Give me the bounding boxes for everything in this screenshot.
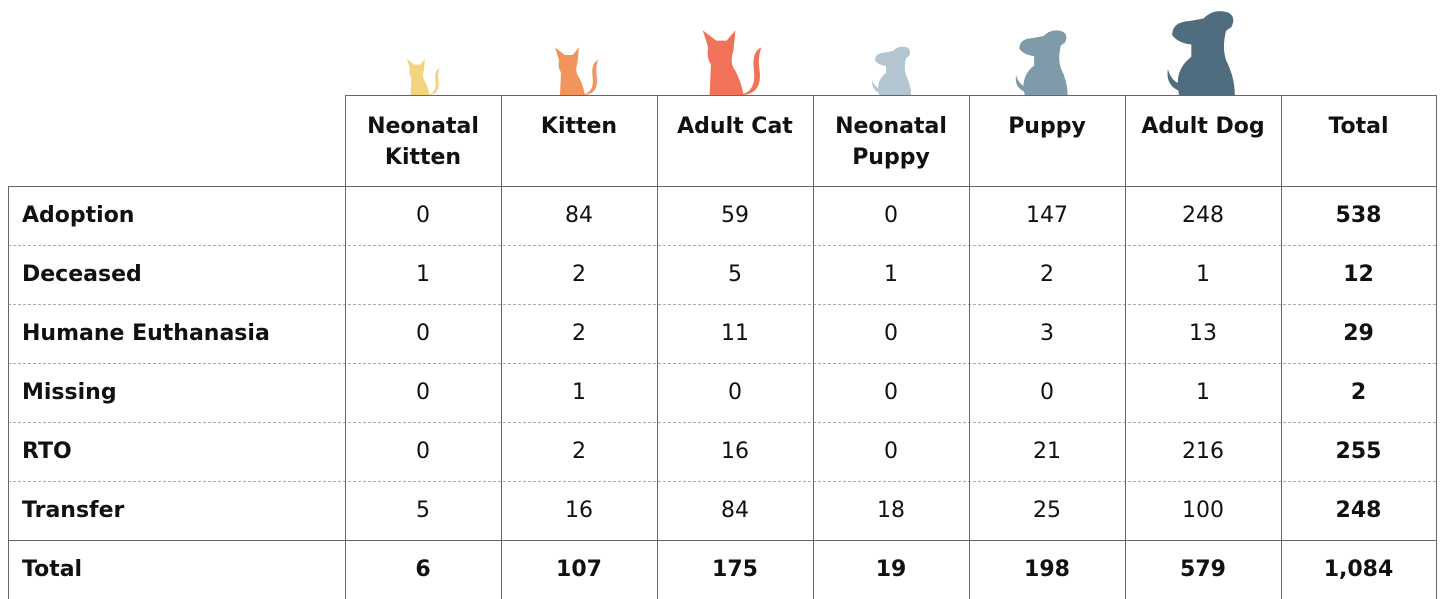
animal-icons bbox=[406, 11, 1235, 96]
value-cell: 216 bbox=[1182, 439, 1224, 464]
row-total: 12 bbox=[1343, 262, 1374, 287]
row-total: 1,084 bbox=[1323, 557, 1394, 582]
value-cell: 2 bbox=[572, 262, 586, 287]
column-border bbox=[1436, 95, 1437, 599]
column-total: 19 bbox=[875, 557, 907, 582]
value-cell: 84 bbox=[565, 203, 593, 228]
column-border bbox=[501, 95, 502, 599]
value-cell: 25 bbox=[1033, 498, 1061, 523]
column-border bbox=[813, 95, 814, 599]
value-cell: 21 bbox=[1033, 439, 1061, 464]
neonatal-kitten-icon bbox=[406, 58, 440, 95]
column-header: Neonatal Kitten bbox=[367, 114, 479, 170]
header-top-border bbox=[345, 95, 1436, 96]
value-cell: 3 bbox=[1040, 321, 1054, 346]
row-separator bbox=[8, 363, 1436, 364]
value-cell: 5 bbox=[728, 262, 742, 287]
value-cell: 16 bbox=[565, 498, 593, 523]
row-label: Humane Euthanasia bbox=[22, 321, 270, 346]
row-label: Total bbox=[22, 557, 83, 582]
column-border bbox=[345, 95, 346, 599]
column-border bbox=[657, 95, 658, 599]
value-cell: 100 bbox=[1182, 498, 1224, 523]
value-cell: 0 bbox=[884, 380, 898, 405]
row-separator bbox=[8, 481, 1436, 482]
column-border bbox=[8, 186, 9, 599]
row-label: Adoption bbox=[22, 203, 135, 228]
value-cell: 1 bbox=[416, 262, 430, 287]
value-cell: 0 bbox=[416, 439, 430, 464]
adult-cat-icon bbox=[702, 30, 762, 95]
row-total: 29 bbox=[1343, 321, 1374, 346]
value-cell: 1 bbox=[572, 380, 586, 405]
value-cell: 0 bbox=[1040, 380, 1054, 405]
value-cell: 0 bbox=[884, 439, 898, 464]
row-separator bbox=[8, 540, 1436, 541]
value-cell: 0 bbox=[728, 380, 742, 405]
header-bottom-border bbox=[8, 186, 1436, 187]
column-total: 6 bbox=[415, 557, 431, 582]
row-label: RTO bbox=[22, 439, 72, 464]
row-label: Missing bbox=[22, 380, 117, 405]
value-cell: 59 bbox=[721, 203, 749, 228]
column-header: Kitten bbox=[540, 114, 618, 139]
column-header: Neonatal Puppy bbox=[835, 114, 947, 170]
value-cell: 0 bbox=[416, 203, 430, 228]
value-cell: 248 bbox=[1182, 203, 1224, 228]
column-border bbox=[1281, 95, 1282, 599]
value-cell: 84 bbox=[721, 498, 749, 523]
column-total: 198 bbox=[1024, 557, 1070, 582]
value-cell: 147 bbox=[1026, 203, 1068, 228]
value-cell: 0 bbox=[416, 380, 430, 405]
row-label: Transfer bbox=[22, 498, 125, 523]
row-total: 2 bbox=[1350, 380, 1367, 405]
value-cell: 1 bbox=[1196, 262, 1210, 287]
row-separator bbox=[8, 422, 1436, 423]
row-separator bbox=[8, 245, 1436, 246]
column-border bbox=[1125, 95, 1126, 599]
value-cell: 0 bbox=[884, 321, 898, 346]
value-cell: 1 bbox=[884, 262, 898, 287]
column-total: 175 bbox=[712, 557, 758, 582]
row-total: 255 bbox=[1335, 439, 1382, 464]
value-cell: 16 bbox=[721, 439, 749, 464]
value-cell: 2 bbox=[572, 321, 586, 346]
value-cell: 11 bbox=[721, 321, 749, 346]
kitten-icon bbox=[555, 47, 598, 95]
column-header: Puppy bbox=[1008, 114, 1086, 139]
row-total: 538 bbox=[1335, 203, 1382, 228]
value-cell: 13 bbox=[1189, 321, 1217, 346]
column-header: Total bbox=[1328, 114, 1389, 139]
value-cell: 0 bbox=[884, 203, 898, 228]
row-total: 248 bbox=[1335, 498, 1382, 523]
row-label: Deceased bbox=[22, 262, 142, 287]
value-cell: 5 bbox=[416, 498, 430, 523]
column-header: Adult Dog bbox=[1141, 114, 1265, 139]
neonatal-puppy-icon bbox=[872, 46, 911, 95]
column-header: Adult Cat bbox=[677, 114, 793, 139]
value-cell: 2 bbox=[1040, 262, 1054, 287]
column-border bbox=[969, 95, 970, 599]
row-separator bbox=[8, 304, 1436, 305]
puppy-icon bbox=[1015, 30, 1068, 95]
column-total: 579 bbox=[1180, 557, 1226, 582]
column-total: 107 bbox=[556, 557, 602, 582]
value-cell: 1 bbox=[1196, 380, 1210, 405]
value-cell: 0 bbox=[416, 321, 430, 346]
adult-dog-icon bbox=[1167, 11, 1235, 96]
value-cell: 18 bbox=[877, 498, 905, 523]
value-cell: 2 bbox=[572, 439, 586, 464]
